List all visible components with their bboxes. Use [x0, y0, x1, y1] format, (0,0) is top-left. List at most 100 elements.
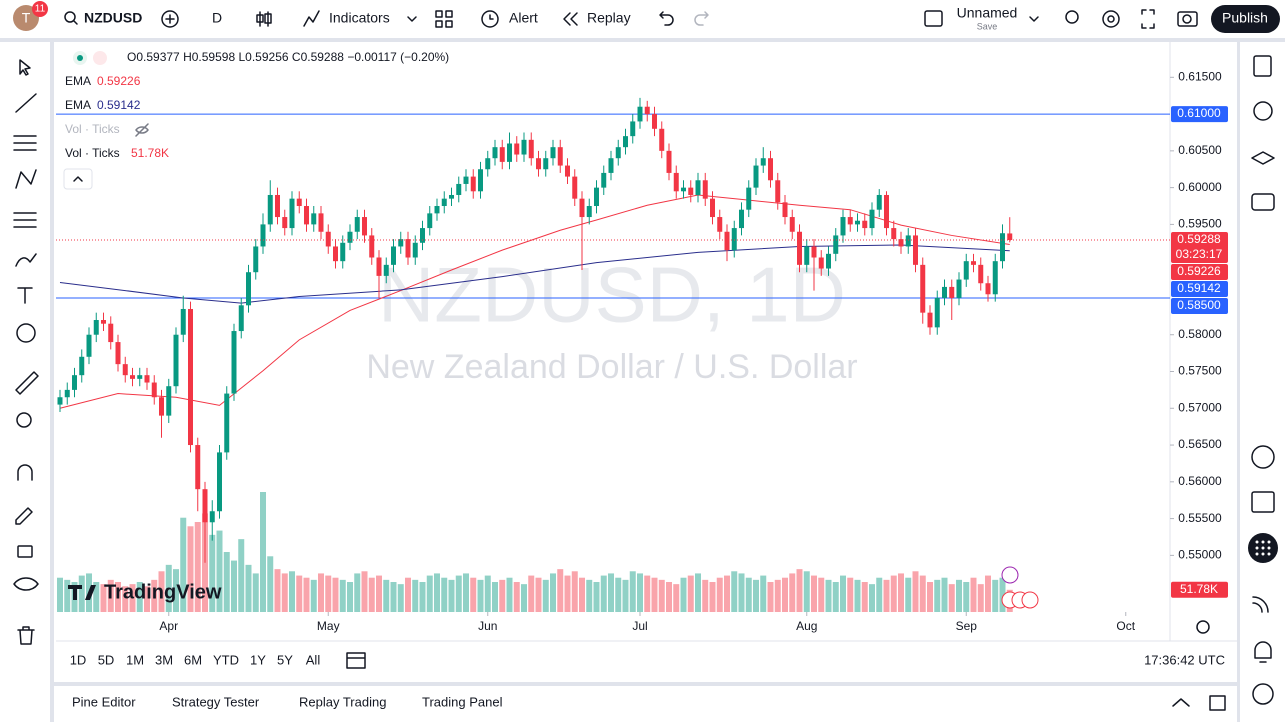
indicators-icon	[303, 10, 320, 27]
indicators-button[interactable]: Indicators	[303, 10, 390, 27]
volume-bar	[745, 577, 752, 612]
symbol: NZDUSD	[84, 10, 142, 26]
quick-search-button[interactable]	[1065, 10, 1079, 24]
collapse-legend-button[interactable]	[63, 168, 93, 190]
volume-bar	[419, 582, 426, 612]
hidden-volume-legend[interactable]: Vol · Ticks	[65, 122, 120, 136]
undo-button[interactable]	[659, 11, 674, 26]
alert-button[interactable]: Alert	[481, 10, 538, 28]
help-button[interactable]	[1252, 683, 1274, 705]
x-tick-label: Jul	[632, 619, 647, 633]
y-tick-label: 0.57500	[1178, 364, 1222, 378]
replay-button[interactable]: Replay	[563, 10, 631, 26]
volume-bar	[869, 584, 875, 612]
visibility-tool[interactable]	[13, 577, 39, 591]
ema-legend[interactable]: EMA	[65, 98, 91, 112]
volume-legend[interactable]: Vol · Ticks	[65, 146, 120, 160]
timeframe-button[interactable]: 5D	[98, 652, 115, 667]
volume-bar	[999, 577, 1006, 612]
alerts-button[interactable]	[1253, 101, 1273, 121]
volume-bar	[651, 577, 658, 612]
axis-settings-button[interactable]	[1196, 620, 1210, 634]
ideas-button[interactable]	[1252, 596, 1269, 613]
timeframe-button[interactable]: 3M	[155, 652, 173, 667]
products-icon	[1255, 540, 1271, 556]
watchlist-button[interactable]	[1253, 55, 1272, 77]
indicators-menu[interactable]	[407, 16, 417, 22]
settings-button[interactable]	[1102, 10, 1120, 28]
event-marker[interactable]	[1001, 566, 1019, 584]
magnet-tool[interactable]	[17, 464, 33, 481]
volume-bar	[165, 564, 172, 612]
panel-tab[interactable]: Pine Editor	[72, 694, 136, 709]
badge-count: 11	[35, 4, 46, 15]
layouts-button[interactable]	[435, 10, 453, 28]
brush-tool[interactable]	[15, 253, 37, 267]
drawing-mode-tool[interactable]	[15, 507, 33, 525]
volume-legend-value: 51.78K	[131, 146, 169, 160]
volume-bar	[854, 579, 861, 612]
date-range-button[interactable]	[346, 652, 366, 669]
candle-body	[666, 150, 672, 173]
redo-button[interactable]	[694, 11, 709, 26]
panel-tab[interactable]: Trading Panel	[422, 694, 503, 709]
trend-line-tool[interactable]	[15, 93, 37, 113]
layout-menu[interactable]	[1029, 16, 1039, 22]
search-icon	[64, 11, 76, 23]
lock-tool[interactable]	[17, 545, 33, 558]
volume-bar	[680, 577, 687, 612]
candle-body	[166, 386, 172, 416]
notifications-button[interactable]	[1254, 641, 1272, 663]
delete-tool[interactable]	[17, 626, 35, 645]
ema-legend[interactable]: EMA	[65, 74, 91, 88]
interval-button[interactable]: D	[212, 10, 222, 26]
timeframe-button[interactable]: 1M	[126, 652, 144, 667]
y-tick-label: 0.56500	[1178, 437, 1222, 451]
candle-body	[789, 217, 795, 232]
hidden-icon[interactable]	[135, 123, 149, 137]
clock[interactable]: 17:36:42 UTC	[1144, 652, 1225, 667]
account-button[interactable]: T 11	[13, 1, 48, 31]
timeframe-button[interactable]: All	[306, 652, 321, 667]
zoom-tool[interactable]	[16, 412, 32, 428]
candle-body	[746, 187, 752, 210]
timeframe-button[interactable]: 6M	[184, 652, 202, 667]
panel-layout-button[interactable]	[1209, 695, 1226, 711]
symbol-search[interactable]: NZDUSD	[64, 10, 142, 26]
panel-tab[interactable]: Strategy Tester	[172, 694, 260, 709]
pattern-tool[interactable]	[15, 169, 37, 189]
icon-tool[interactable]	[16, 323, 36, 343]
cursor-tool[interactable]	[19, 59, 31, 76]
forecast-tool[interactable]	[13, 212, 37, 228]
timeframe-button[interactable]: YTD	[213, 652, 239, 667]
candle-body	[971, 261, 976, 265]
chats-button[interactable]	[1251, 193, 1275, 211]
volume-bar	[731, 571, 738, 612]
layout-icon[interactable]	[924, 10, 943, 27]
text-tool[interactable]	[17, 287, 33, 304]
candle-body	[478, 169, 483, 192]
timeframe-button[interactable]: 1Y	[250, 652, 266, 667]
plot-area	[56, 97, 1170, 612]
fib-tool[interactable]	[13, 135, 37, 151]
panel-tab[interactable]: Replay Trading	[299, 694, 386, 709]
fullscreen-button[interactable]	[1141, 9, 1155, 29]
publish-button[interactable]: Publish	[1211, 5, 1280, 33]
layout-name-button[interactable]: Unnamed Save	[957, 5, 1018, 32]
volume-bar	[281, 573, 288, 612]
layers-button[interactable]	[1251, 151, 1275, 165]
y-tick-label: 0.59500	[1178, 217, 1222, 231]
volume-bar	[492, 582, 498, 612]
event-marker[interactable]	[1021, 591, 1039, 609]
calendar-button[interactable]	[1251, 491, 1275, 513]
timeframe-button[interactable]: 5Y	[277, 652, 293, 667]
timeframe-button[interactable]: 1D	[70, 652, 87, 667]
maximize-panel-button[interactable]	[1172, 698, 1190, 707]
tech-button[interactable]	[1251, 445, 1275, 469]
screenshot-button[interactable]	[1177, 11, 1198, 27]
compare-button[interactable]	[161, 10, 179, 28]
candle-body	[768, 158, 773, 181]
volume-bar	[376, 575, 382, 612]
measure-tool[interactable]	[15, 371, 39, 395]
candle-body	[456, 183, 462, 195]
